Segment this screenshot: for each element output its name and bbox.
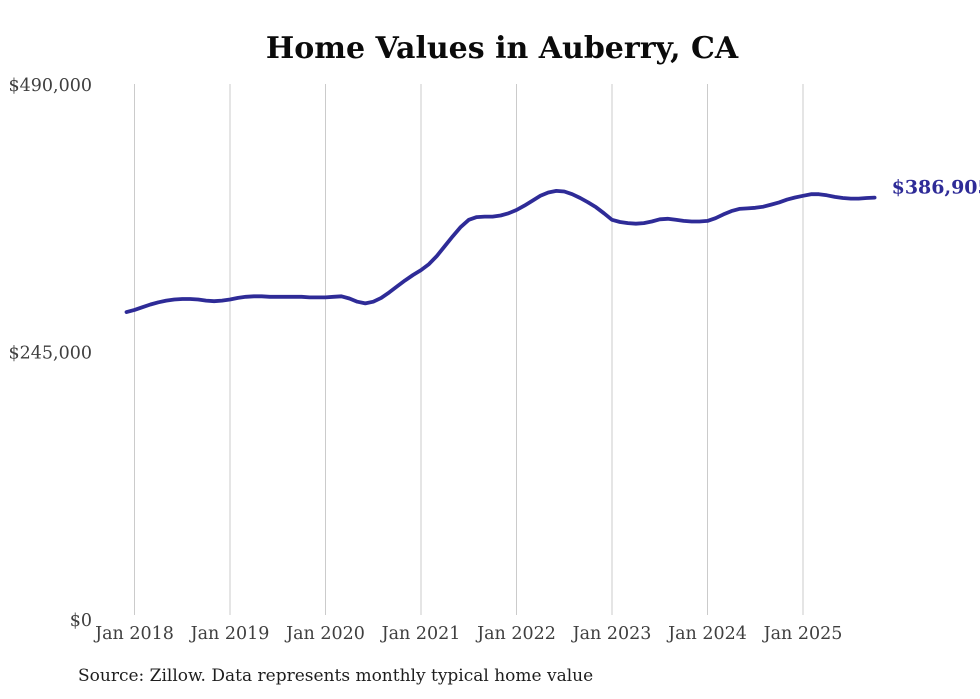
chart-title: Home Values in Auberry, CA: [266, 31, 739, 66]
x-tick-label: Jan 2023: [571, 624, 652, 644]
x-tick-label: Jan 2024: [666, 624, 747, 644]
y-tick-label: $490,000: [8, 76, 92, 96]
source-note: Source: Zillow. Data represents monthly …: [78, 666, 593, 686]
home-value-series-line: [124, 189, 877, 314]
y-tick-label: $0: [70, 611, 92, 631]
y-axis-tick-labels: $0 $245,000 $490,000: [8, 76, 92, 631]
x-tick-label: Jan 2020: [284, 624, 365, 644]
y-tick-label: $245,000: [8, 344, 92, 364]
x-axis-tick-labels: Jan 2018 Jan 2019 Jan 2020 Jan 2021 Jan 2022…: [93, 624, 842, 644]
year-gridlines: [134, 84, 804, 615]
x-tick-label: Jan 2021: [380, 624, 461, 644]
x-tick-label: Jan 2025: [762, 624, 843, 644]
latest-value-label: $386,905: [892, 177, 980, 199]
x-tick-label: Jan 2018: [93, 624, 174, 644]
x-tick-label: Jan 2022: [475, 624, 556, 644]
x-tick-label: Jan 2019: [189, 624, 270, 644]
